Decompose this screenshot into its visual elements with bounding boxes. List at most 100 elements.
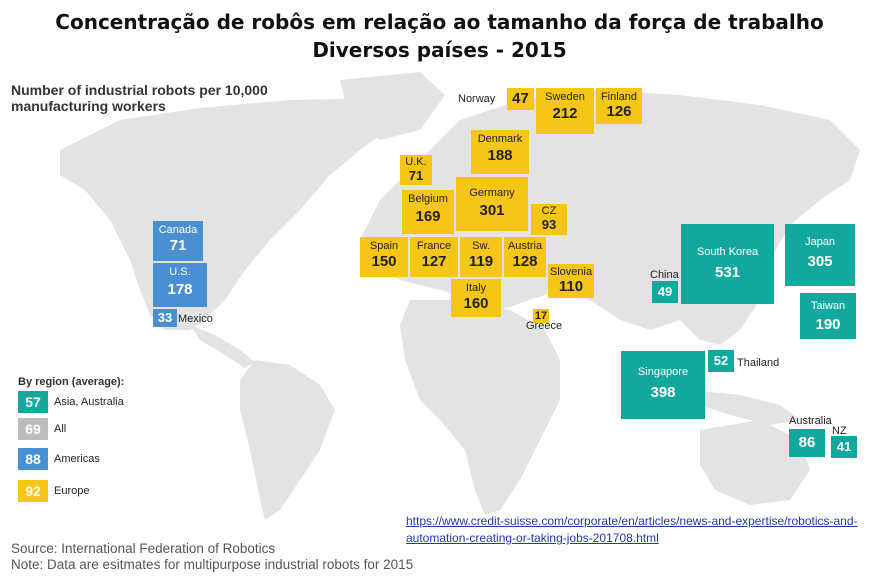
box-cz: CZ 93 [531,204,567,235]
australia-land [700,420,810,505]
legend-swatch-americas: 88 [18,448,48,470]
name-spain: Spain [369,240,399,252]
box-sw: Sw. 119 [460,237,502,277]
label-nz: NZ [832,425,847,437]
name-belgium: Belgium [408,193,448,205]
legend-label-europe: Europe [54,485,90,497]
value-china: 49 [657,284,673,299]
value-slovenia: 110 [558,278,584,295]
legend-label-americas: Americas [54,453,100,465]
box-south-korea: South Korea 531 [681,224,774,304]
box-thailand: 52 [708,350,734,372]
value-belgium: 169 [415,208,441,225]
legend-swatch-asia: 57 [18,391,48,413]
box-nz: 41 [831,436,857,458]
value-cz: 93 [541,217,557,232]
label-norway: Norway [458,93,496,105]
box-france: France 127 [410,237,458,277]
name-finland: Finland [600,91,638,103]
value-italy: 160 [463,295,489,312]
value-spain: 150 [371,253,397,270]
value-thailand: 52 [713,353,729,368]
legend-label-asia: Asia, Australia [54,396,124,408]
africa-land [400,300,560,515]
label-australia: Australia [789,415,832,427]
legend-label-all: All [54,423,67,435]
value-uk: 71 [408,168,424,183]
name-denmark: Denmark [477,133,523,145]
value-germany: 301 [479,202,505,219]
value-sw: 119 [468,253,494,270]
value-greece: 17 [534,310,548,322]
name-us: U.S. [169,266,191,278]
name-germany: Germany [469,187,515,199]
name-sweden: Sweden [545,91,585,103]
value-us: 178 [167,281,193,298]
box-germany: Germany 301 [456,177,528,231]
southeast-asia-land [690,390,800,425]
name-sw: Sw. [472,240,490,252]
box-mexico: 33 [153,309,177,327]
legend-swatch-all: 69 [18,418,48,440]
box-italy: Italy 160 [451,279,501,317]
value-japan: 305 [807,253,833,270]
source-text: Source: International Federation of Robo… [11,541,276,556]
box-taiwan: Taiwan 190 [800,293,856,339]
name-slovenia: Slovenia [549,266,593,278]
box-greece: 17 [533,309,549,323]
value-nz: 41 [836,439,852,454]
south-america-land [240,360,335,520]
north-america-land [60,98,400,330]
box-uk: U.K. 71 [400,155,432,185]
map-subtitle: Number of industrial robots per 10,000 m… [11,82,268,114]
box-slovenia: Slovenia 110 [548,264,594,298]
chart-title: Concentração de robôs em relação ao tama… [55,10,824,34]
box-belgium: Belgium 169 [402,190,454,234]
value-canada: 71 [169,237,187,254]
name-japan: Japan [805,236,835,248]
box-japan: Japan 305 [785,224,855,286]
name-cz: CZ [541,205,557,217]
label-greece: Greece [526,320,563,332]
value-austria: 128 [512,253,538,270]
box-china: 49 [652,281,678,303]
chart-subtitle: Diversos países - 2015 [312,38,567,62]
name-uk: U.K. [405,156,427,168]
legend-swatch-europe: 92 [18,480,48,502]
value-france: 127 [421,253,447,270]
value-taiwan: 190 [815,316,841,333]
value-denmark: 188 [487,147,513,164]
name-singapore: Singapore [637,366,689,378]
source-link[interactable]: https://www.credit-suisse.com/corporate/… [406,514,858,545]
name-canada: Canada [158,224,198,236]
name-south-korea: South Korea [696,246,759,258]
label-china: China [650,269,679,281]
greenland-land [340,72,445,140]
box-austria: Austria 128 [504,237,546,277]
box-us: U.S. 178 [153,263,207,307]
name-taiwan: Taiwan [810,300,846,312]
box-singapore: Singapore 398 [621,351,705,419]
value-singapore: 398 [650,384,676,401]
central-america-land [190,325,255,368]
value-mexico: 33 [157,310,173,325]
box-finland: Finland 126 [596,88,642,124]
value-south-korea: 531 [714,264,741,281]
name-austria: Austria [507,240,543,252]
box-norway: 47 [507,88,534,110]
label-thailand: Thailand [737,357,780,369]
box-spain: Spain 150 [360,237,408,277]
box-denmark: Denmark 188 [471,130,529,174]
name-italy: Italy [465,282,487,294]
box-australia: 86 [789,429,825,457]
legend-title: By region (average): [18,376,125,388]
label-mexico: Mexico [178,313,213,325]
box-sweden: Sweden 212 [536,88,594,134]
name-france: France [416,240,452,252]
box-canada: Canada 71 [153,221,203,261]
note-text: Note: Data are esitmates for multipurpos… [11,557,414,572]
value-australia: 86 [798,434,816,451]
value-norway: 47 [512,90,529,107]
value-sweden: 212 [552,105,578,122]
value-finland: 126 [606,103,632,120]
